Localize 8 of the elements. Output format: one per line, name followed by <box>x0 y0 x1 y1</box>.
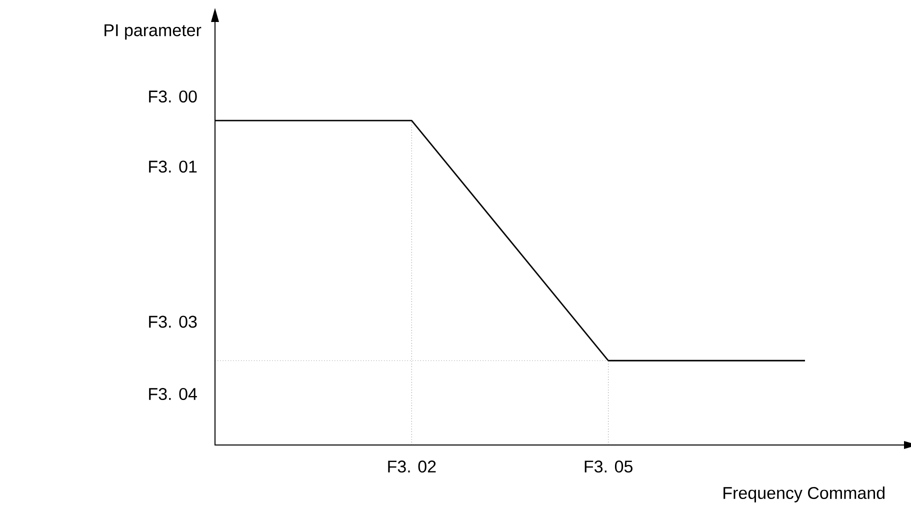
x-axis-title: Frequency Command <box>724 486 884 502</box>
text: F3. 04 <box>149 388 197 400</box>
text: F3. 01 <box>149 160 197 173</box>
text: F3. 03 <box>149 316 197 328</box>
text: F3. 00 <box>149 90 197 103</box>
x-tick-label: F3. 05 <box>584 460 632 473</box>
x-tick-label: F3. 02 <box>388 460 436 473</box>
y-axis-title: PI parameter <box>104 24 202 40</box>
